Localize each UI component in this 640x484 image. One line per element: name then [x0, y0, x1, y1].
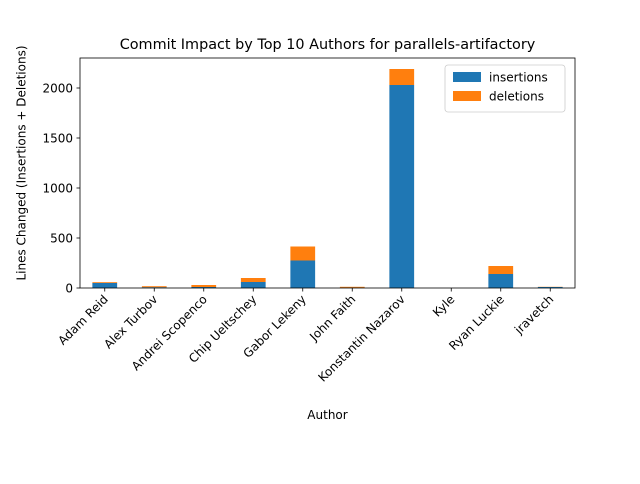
x-tick-label: Kyle: [430, 292, 457, 319]
bar-deletions-3: [241, 278, 266, 282]
bar-deletions-5: [340, 287, 365, 288]
bar-deletions-4: [290, 247, 315, 261]
legend-swatch-deletions: [453, 91, 481, 101]
legend-swatch-insertions: [453, 72, 481, 82]
bar-deletions-2: [191, 285, 216, 287]
bar-deletions-6: [389, 69, 414, 85]
legend-label-deletions: deletions: [489, 90, 544, 104]
legend-label-insertions: insertions: [489, 71, 548, 85]
bar-insertions-4: [290, 261, 315, 289]
bar-insertions-8: [488, 274, 513, 288]
chart-title: Commit Impact by Top 10 Authors for para…: [120, 37, 536, 53]
y-tick-label: 500: [50, 232, 73, 246]
bar-deletions-8: [488, 266, 513, 274]
x-axis-label: Author: [307, 408, 347, 422]
bar-insertions-6: [389, 85, 414, 288]
bar-deletions-1: [142, 286, 167, 287]
bar-deletions-0: [92, 282, 117, 283]
x-tick-label: John Faith: [306, 292, 358, 344]
y-tick-label: 2000: [42, 82, 73, 96]
y-axis-label: Lines Changed (Insertions + Deletions): [15, 45, 29, 280]
x-tick-label: jravetch: [511, 292, 556, 337]
bar-insertions-0: [92, 283, 117, 288]
y-tick-label: 0: [65, 282, 73, 296]
y-tick-label: 1500: [42, 132, 73, 146]
y-tick-label: 1000: [42, 182, 73, 196]
x-tick-label: Konstantin Nazarov: [316, 292, 408, 384]
legend: insertions deletions: [445, 65, 565, 112]
bar-insertions-3: [241, 282, 266, 288]
